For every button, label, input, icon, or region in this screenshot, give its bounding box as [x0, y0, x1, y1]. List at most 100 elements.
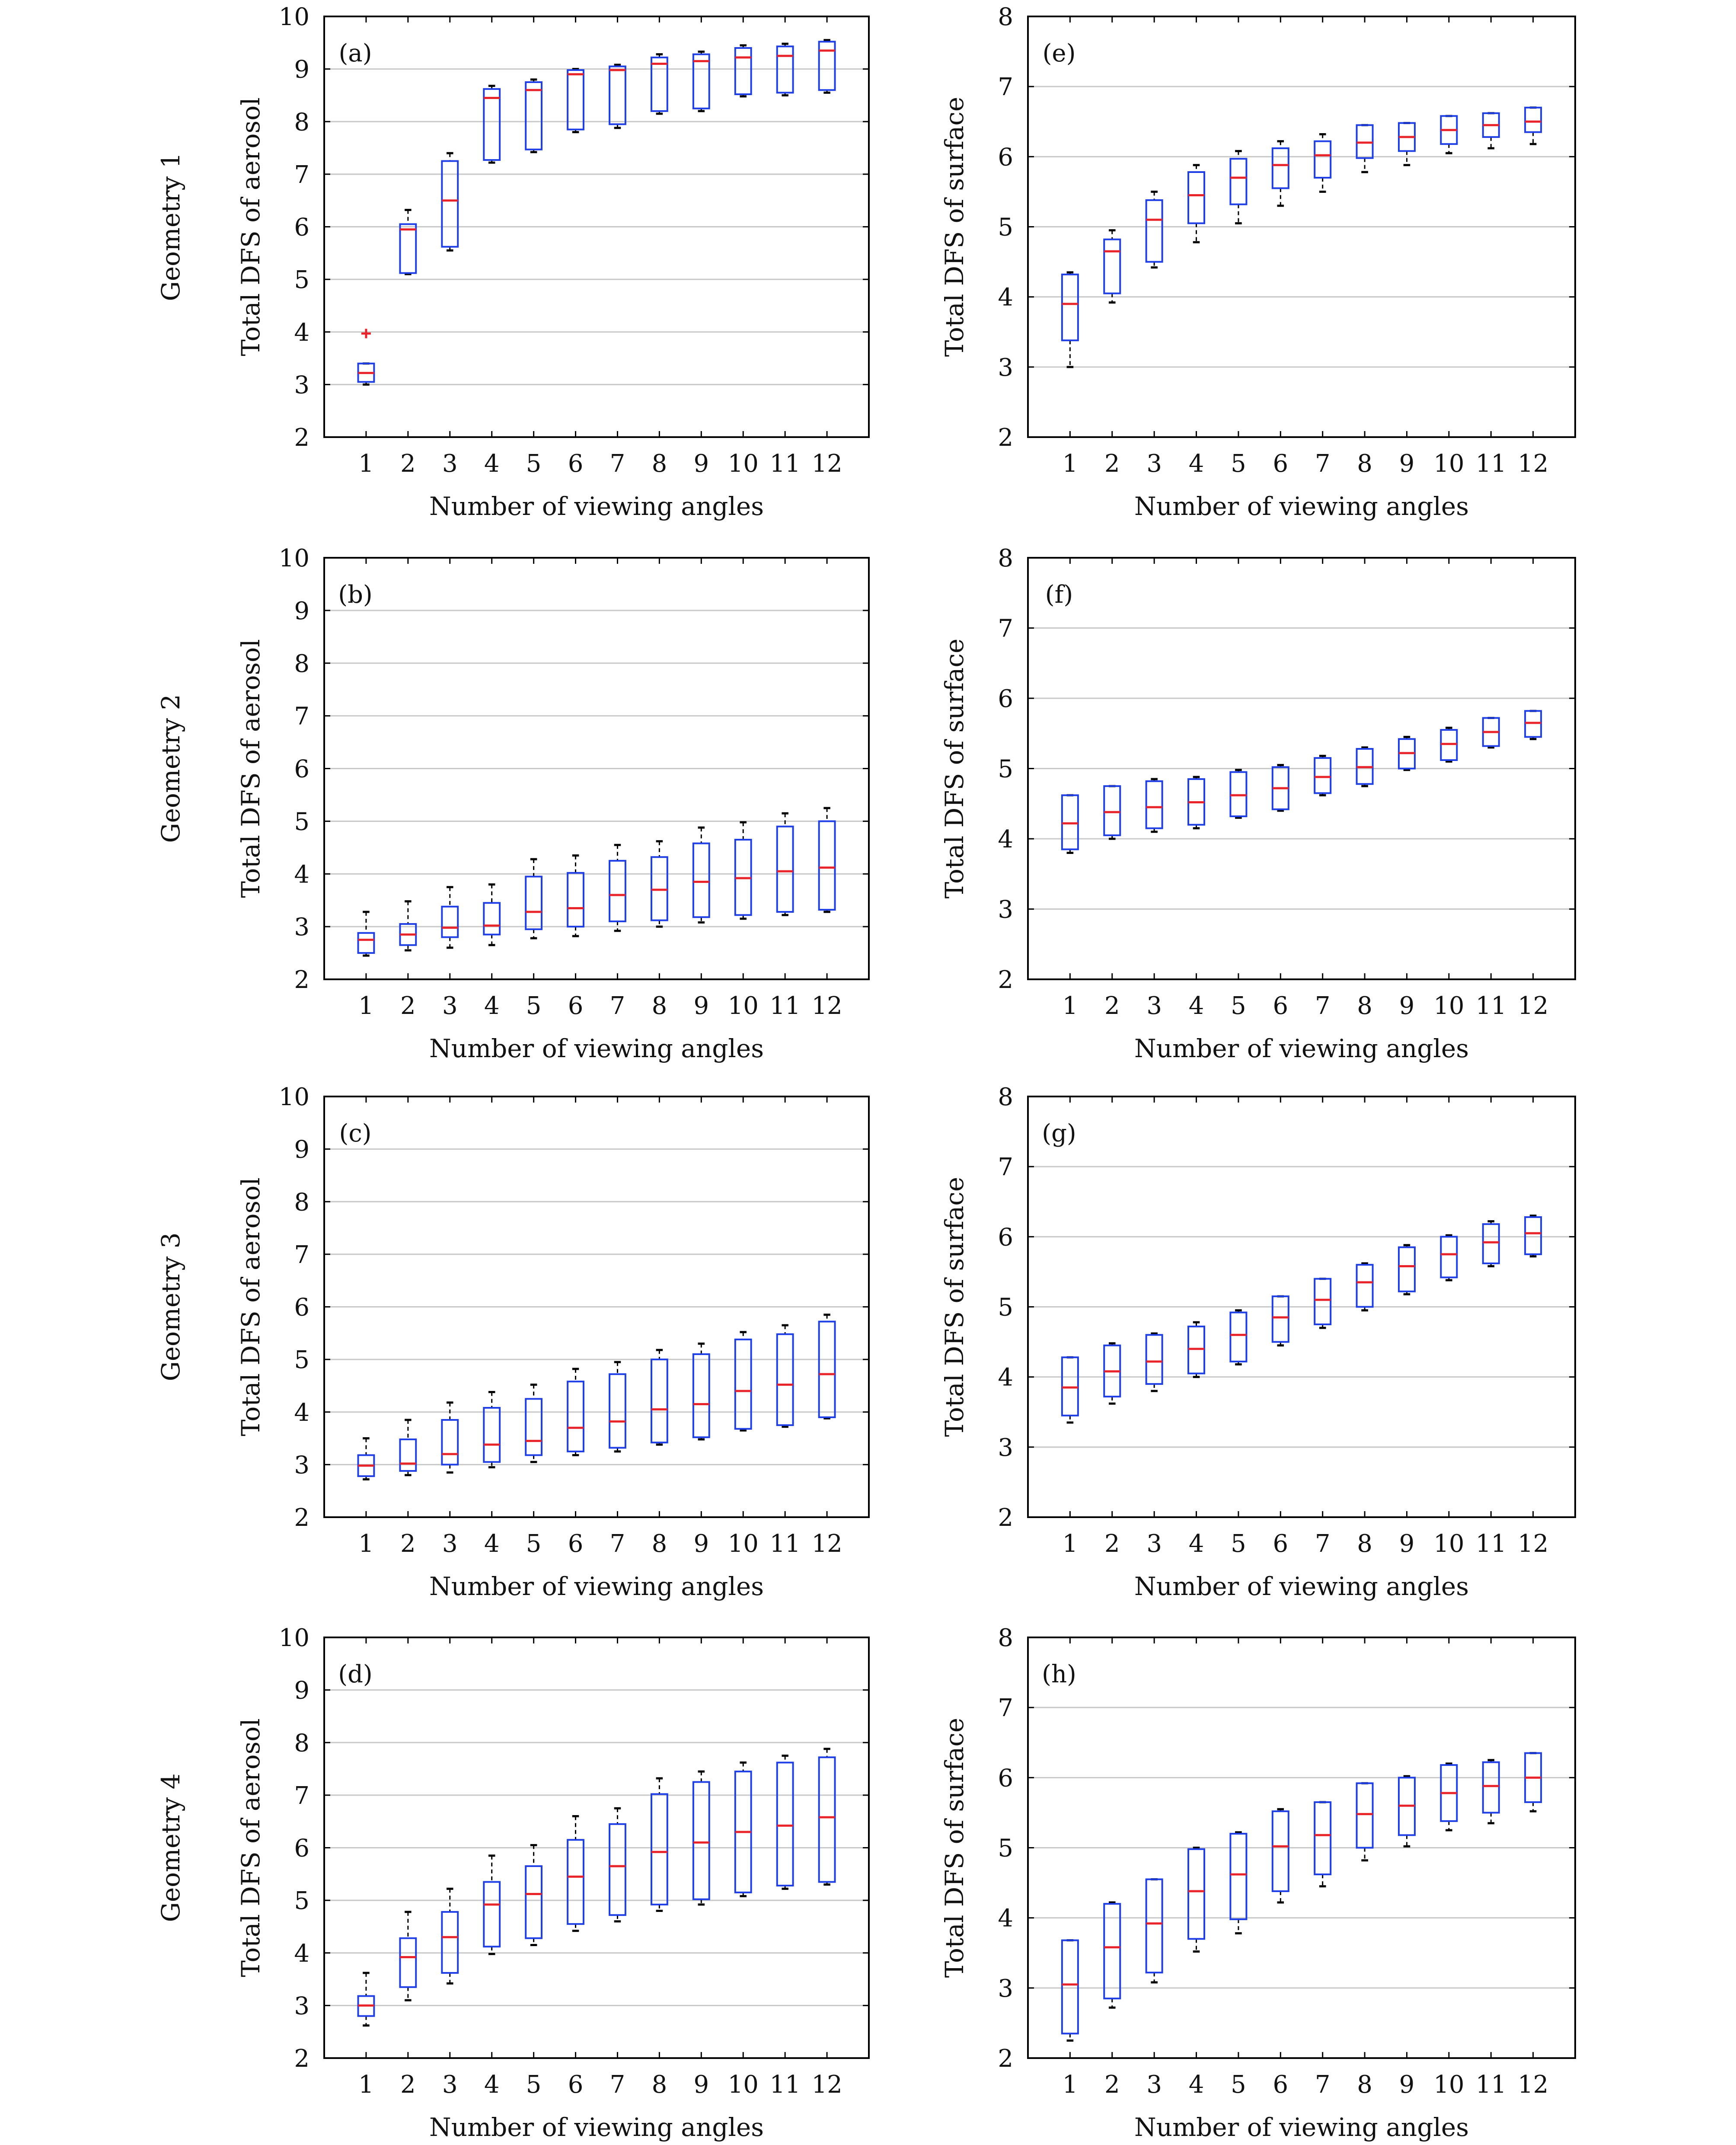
y-tick-label: 6: [998, 143, 1013, 171]
x-tick-label: 10: [728, 992, 759, 1020]
box-iqr: [525, 1398, 543, 1456]
box-3: [1145, 778, 1163, 833]
box-4: [483, 85, 501, 164]
box-2: [1103, 1342, 1121, 1405]
box-iqr: [1103, 238, 1121, 294]
box-9: [692, 1343, 710, 1441]
x-tick-label: 9: [693, 450, 709, 478]
x-tick-label: 10: [1433, 2071, 1464, 2099]
box-iqr: [609, 65, 626, 125]
y-tick-label: 4: [998, 1905, 1013, 1933]
y-tick-label: 10: [279, 1624, 310, 1652]
y-tick-label: 9: [294, 597, 310, 625]
box-7: [609, 1807, 626, 1923]
x-tick-label: 5: [526, 992, 542, 1020]
x-tick-label: 2: [400, 992, 416, 1020]
x-tick-label: 9: [693, 992, 709, 1020]
y-tick-label: 6: [998, 1764, 1013, 1792]
x-tick-label: 3: [1146, 2071, 1162, 2099]
y-tick-label: 9: [294, 56, 310, 84]
y-tick-label: 6: [294, 755, 310, 783]
x-tick-label: 8: [1357, 992, 1372, 1020]
box-iqr: [1061, 1939, 1079, 2035]
x-tick-label: 5: [526, 1530, 542, 1558]
box-iqr: [692, 53, 710, 109]
box-iqr: [525, 1865, 543, 1939]
y-tick-label: 10: [279, 3, 310, 31]
box-iqr: [1524, 1216, 1542, 1255]
box-1: [357, 911, 375, 957]
y-tick-label: 6: [998, 685, 1013, 713]
box-iqr: [1229, 1311, 1248, 1362]
box-iqr: [1271, 147, 1289, 189]
box-2: [1103, 785, 1121, 840]
x-tick-label: 6: [568, 2071, 584, 2099]
y-tick-label: 10: [279, 544, 310, 572]
box-iqr: [1271, 1810, 1289, 1892]
x-tick-label: 7: [1315, 450, 1331, 478]
x-tick-label: 10: [1433, 1530, 1464, 1558]
box-iqr: [525, 81, 543, 150]
box-1: [1061, 1356, 1079, 1424]
box-2: [1103, 229, 1121, 304]
x-tick-label: 11: [1476, 450, 1506, 478]
box-iqr: [399, 1937, 417, 1988]
box-12: [1524, 1752, 1542, 1813]
box-iqr: [357, 932, 375, 954]
box-iqr: [567, 1839, 584, 1925]
x-tick-label: 8: [1357, 450, 1372, 478]
y-tick-label: 9: [294, 1136, 310, 1164]
x-tick-label: 1: [358, 2071, 374, 2099]
box-10: [734, 1331, 752, 1432]
box-5: [1229, 1309, 1248, 1365]
box-8: [650, 840, 668, 928]
y-tick-label: 7: [294, 1241, 310, 1269]
box-9: [692, 50, 710, 112]
y-tick-label: 5: [998, 1294, 1013, 1322]
box-8: [1356, 746, 1374, 787]
x-tick-label: 11: [1476, 2071, 1506, 2099]
box-iqr: [776, 825, 794, 913]
y-tick-label: 9: [294, 1677, 310, 1705]
x-tick-label: 7: [610, 992, 625, 1020]
y-tick-label: 5: [294, 808, 310, 836]
x-tick-label: 3: [1146, 450, 1162, 478]
y-tick-label: 3: [998, 354, 1013, 382]
x-tick-label: 9: [1399, 1530, 1415, 1558]
y-tick-label: 2: [998, 966, 1013, 994]
x-tick-label: 12: [811, 992, 842, 1020]
x-tick-label: 2: [1104, 450, 1120, 478]
box-1: [1061, 271, 1079, 368]
box-3: [1145, 190, 1163, 269]
box-4: [1187, 164, 1206, 243]
box-7: [609, 64, 626, 129]
x-tick-label: 5: [1231, 992, 1246, 1020]
panel-label: (h): [1042, 1660, 1076, 1688]
box-iqr: [441, 1911, 459, 1974]
panel-label: (c): [339, 1119, 371, 1148]
box-5: [1229, 769, 1248, 819]
x-tick-label: 12: [1518, 1530, 1548, 1558]
box-2: [399, 900, 417, 952]
box-iqr: [567, 1381, 584, 1452]
box-iqr: [1271, 1295, 1289, 1343]
x-tick-label: 10: [1433, 992, 1464, 1020]
box-12: [818, 39, 836, 94]
x-tick-label: 12: [1518, 2071, 1548, 2099]
y-tick-label: 2: [294, 424, 310, 452]
box-11: [1482, 112, 1500, 150]
x-tick-label: 3: [442, 450, 458, 478]
y-tick-label: 2: [294, 1504, 310, 1532]
box-iqr: [1314, 1278, 1332, 1326]
panel-label: (f): [1045, 581, 1073, 609]
box-6: [1271, 140, 1289, 207]
y-tick-label: 7: [998, 73, 1013, 101]
x-tick-label: 4: [484, 1530, 500, 1558]
box-12: [1524, 1215, 1542, 1258]
y-tick-label: 7: [294, 703, 310, 731]
x-tick-label: 5: [1231, 450, 1246, 478]
